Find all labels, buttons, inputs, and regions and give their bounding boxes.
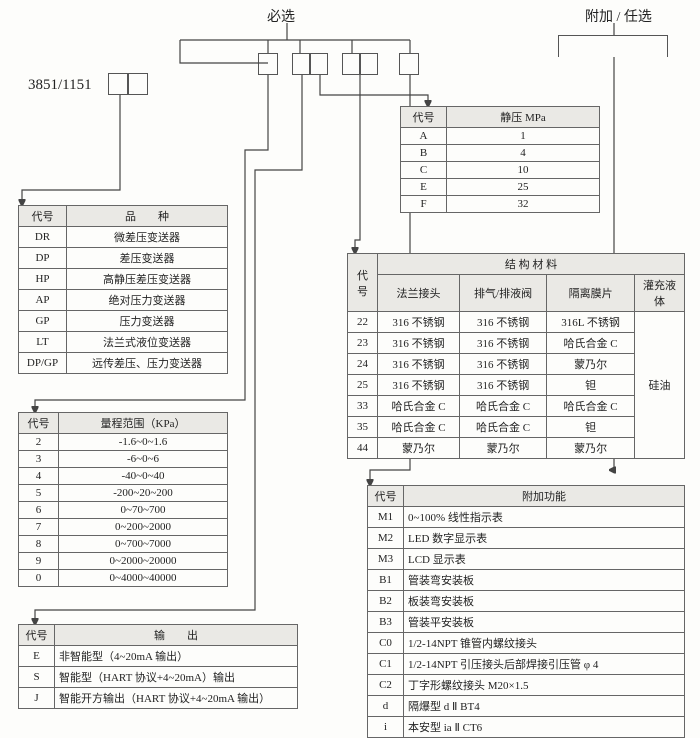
table-static: 代号静压 MPa A1 B4 C10 E25 F32	[400, 106, 600, 213]
fluid-cell: 硅油	[635, 312, 685, 459]
th-code: 代号	[19, 206, 67, 227]
table-variety: 代号品 种 DR微差压变送器 DP差压变送器 HP高静压差压变送器 AP绝对压力…	[18, 205, 228, 374]
table-range: 代号量程范围（KPa） 2-1.6~0~1.6 3-6~0~6 4-40~0~4…	[18, 412, 228, 587]
th-variety: 品 种	[67, 206, 228, 227]
table-addon: 代号附加功能 M10~100% 线性指示表 M2LED 数字显示表 M3LCD …	[367, 485, 685, 738]
table-struct: 代号 结 构 材 料 法兰接头 排气/排液阀 隔离膜片 灌充液体 22316 不…	[347, 253, 685, 459]
table-output: 代号输 出 E非智能型（4~20mA 输出） S智能型（HART 协议+4~20…	[18, 624, 298, 709]
